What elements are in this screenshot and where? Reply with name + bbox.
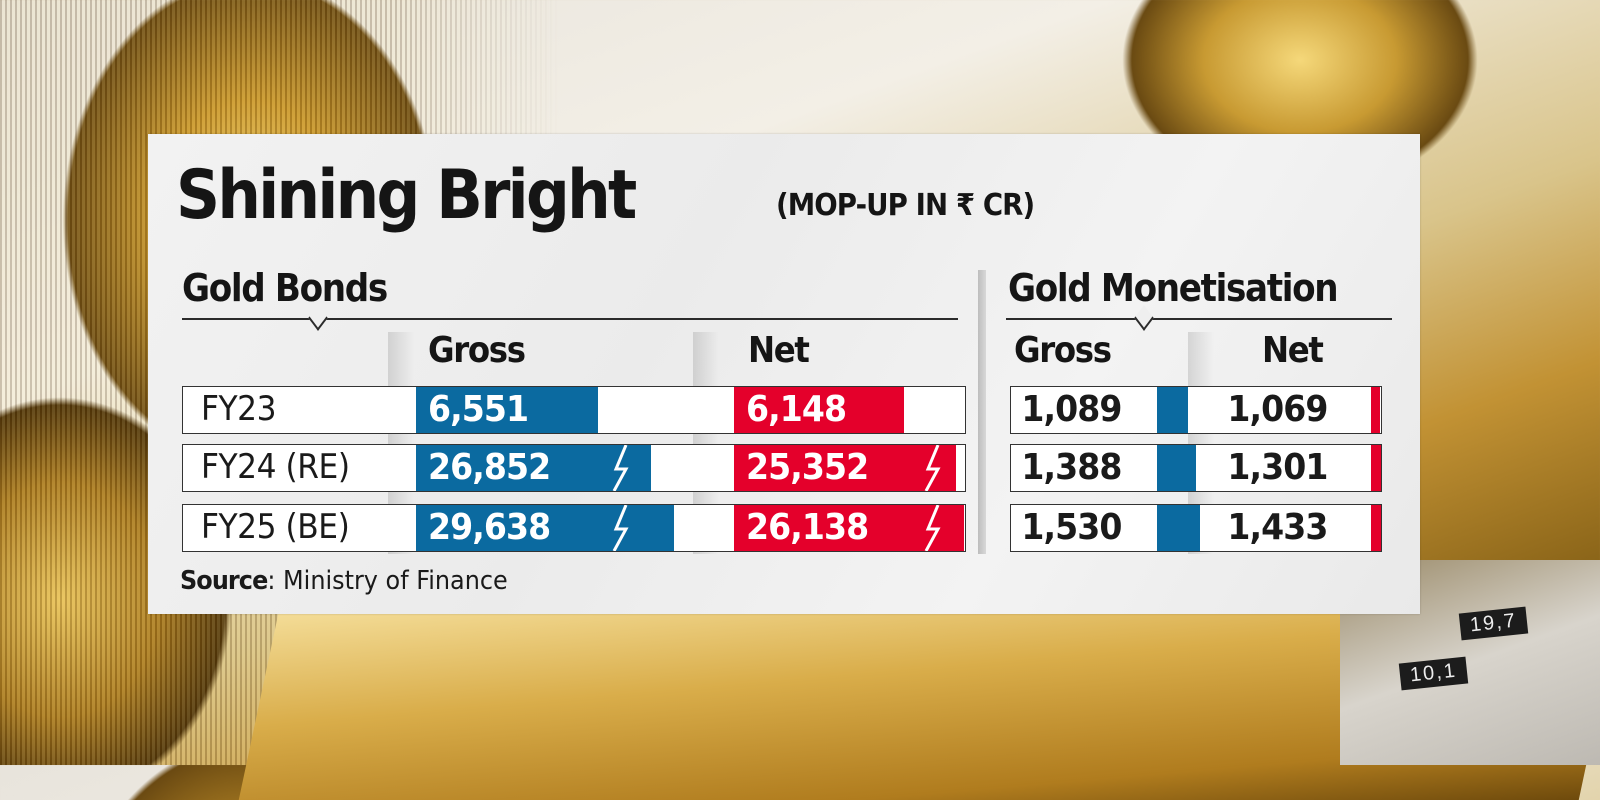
gold-bonds-net-header: Net [748, 330, 810, 371]
gross-bar [1157, 505, 1200, 551]
source-text: : Ministry of Finance [267, 566, 508, 596]
net-value: 1,069 [1227, 389, 1328, 430]
axis-break-icon [924, 505, 941, 551]
net-bar: 25,352 [734, 445, 956, 491]
gold-bonds-row-fy25: FY25 (BE) 29,638 26,138 [182, 504, 966, 552]
net-value: 26,138 [746, 507, 869, 548]
net-bar [1371, 387, 1380, 433]
gross-bar: 6,551 [416, 387, 598, 433]
gross-value: 29,638 [428, 507, 551, 548]
net-value: 6,148 [746, 389, 847, 430]
gross-value: 1,089 [1021, 389, 1122, 430]
gross-bar: 26,852 [416, 445, 651, 491]
gold-bonds-row-fy23: FY23 6,551 6,148 [182, 386, 966, 434]
infographic-title: Shining Bright [176, 156, 637, 235]
gold-bonds-row-fy24: FY24 (RE) 26,852 25,352 [182, 444, 966, 492]
row-label: FY23 [201, 389, 277, 429]
net-bar: 6,148 [734, 387, 904, 433]
axis-break-icon [612, 445, 629, 491]
gross-value: 1,388 [1021, 447, 1122, 488]
infographic-subtitle: (MOP-UP IN ₹ CR) [776, 188, 1035, 223]
gold-monetisation-title: Gold Monetisation [1008, 266, 1339, 310]
gross-value: 26,852 [428, 447, 551, 488]
gold-monetisation-row-fy24: 1,388 1,301 [1010, 444, 1382, 492]
gold-monetisation-row-fy23: 1,089 1,069 [1010, 386, 1382, 434]
background-number: 10,1 [1398, 656, 1469, 691]
axis-break-icon [612, 505, 629, 551]
row-label: FY24 (RE) [201, 447, 350, 487]
infographic-panel: Shining Bright (MOP-UP IN ₹ CR) Gold Bon… [148, 134, 1420, 614]
background-number: 19,7 [1458, 606, 1529, 641]
axis-break-icon [924, 445, 941, 491]
section-divider [978, 270, 986, 554]
source-note: Source: Ministry of Finance [180, 566, 508, 596]
gold-bonds-rule [182, 318, 958, 320]
net-value: 1,301 [1227, 447, 1328, 488]
net-value: 25,352 [746, 447, 869, 488]
gross-value: 1,530 [1021, 507, 1122, 548]
gold-monetisation-rule [1006, 318, 1392, 320]
gold-bonds-title: Gold Bonds [182, 266, 388, 310]
source-label: Source [180, 566, 268, 596]
net-value: 1,433 [1227, 507, 1328, 548]
gross-value: 6,551 [428, 389, 529, 430]
row-label: FY25 (BE) [201, 507, 350, 547]
gross-bar [1157, 387, 1188, 433]
gold-monetisation-row-fy25: 1,530 1,433 [1010, 504, 1382, 552]
gross-bar: 29,638 [416, 505, 674, 551]
gold-monetisation-gross-header: Gross [1014, 330, 1112, 371]
net-bar [1371, 505, 1381, 551]
gold-bonds-gross-header: Gross [428, 330, 526, 371]
net-bar: 26,138 [734, 505, 964, 551]
gross-bar [1157, 445, 1196, 491]
gold-monetisation-net-header: Net [1262, 330, 1324, 371]
net-bar [1371, 445, 1381, 491]
